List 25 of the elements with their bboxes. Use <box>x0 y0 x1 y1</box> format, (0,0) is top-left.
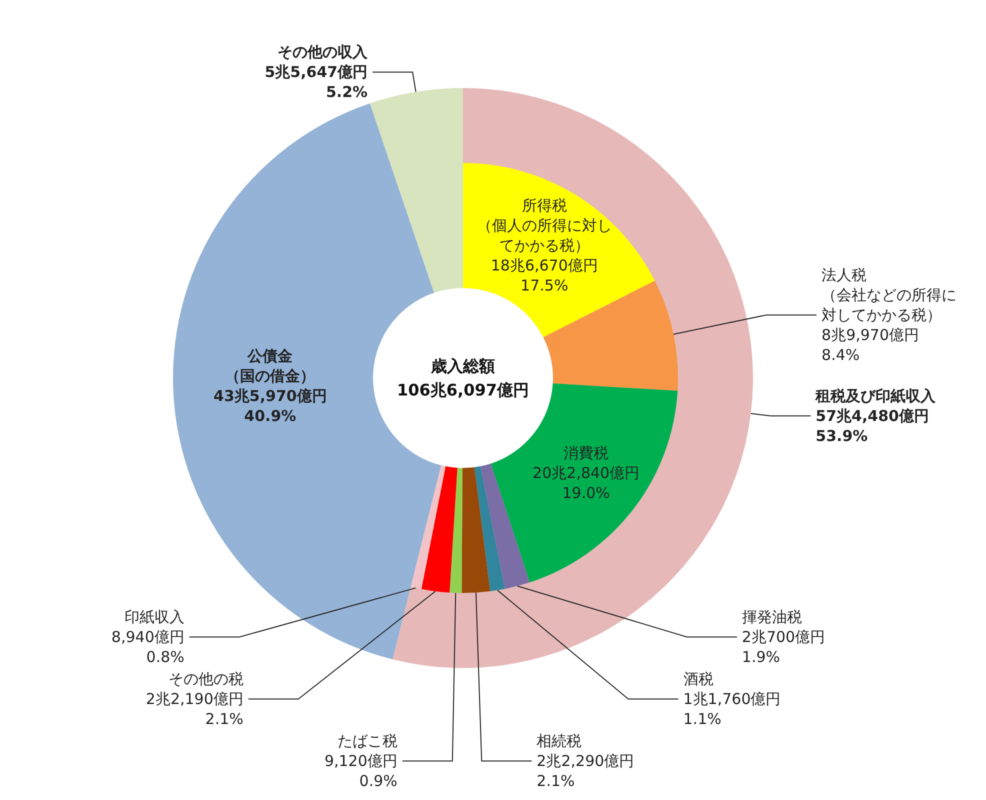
data-label: 43兆5,970億円 40.9% <box>213 386 327 425</box>
slice-label: 所得税（個人の所得に対してかかる税） <box>476 196 612 254</box>
slice-label: 相続税 <box>536 732 582 750</box>
data-label: 57兆4,480億円 53.9% <box>816 406 930 445</box>
data-label: 1兆1,760億円 1.1% <box>683 690 781 728</box>
slice-label: 揮発油税 <box>742 608 802 626</box>
slice-label: たばこ税 <box>337 732 398 750</box>
slice-label: その他の税 <box>168 670 244 688</box>
data-label: 18兆6,670億円 17.5% <box>490 256 598 294</box>
data-label: 5兆5,647億円 5.2% <box>264 63 368 102</box>
slice-label: 法人税（会社などの所得に対してかかる税） <box>822 266 957 324</box>
slice-label: その他の収入 <box>278 43 369 62</box>
slice-label: 租税及び印紙収入 <box>814 386 937 405</box>
data-label: 2兆2,190億円 2.1% <box>146 690 244 728</box>
slice-label: 公債金（国の借金） <box>225 346 316 385</box>
data-label: 2兆2,290億円 2.1% <box>536 752 634 790</box>
data-label: 9,120億円 0.9% <box>324 752 398 790</box>
text: 歳入総額 106兆6,097億円 <box>396 356 530 400</box>
slice-label: 消費税 <box>564 444 609 462</box>
slice-label: 酒税 <box>683 670 714 688</box>
data-label: 20兆2,840億円 19.0% <box>532 464 640 502</box>
data-label: 8兆9,970億円 8.4% <box>822 326 920 364</box>
slice-label: 印紙収入 <box>124 608 184 626</box>
data-label: 8,940億円 0.8% <box>111 628 184 666</box>
data-label: 2兆700億円 1.9% <box>742 628 826 666</box>
